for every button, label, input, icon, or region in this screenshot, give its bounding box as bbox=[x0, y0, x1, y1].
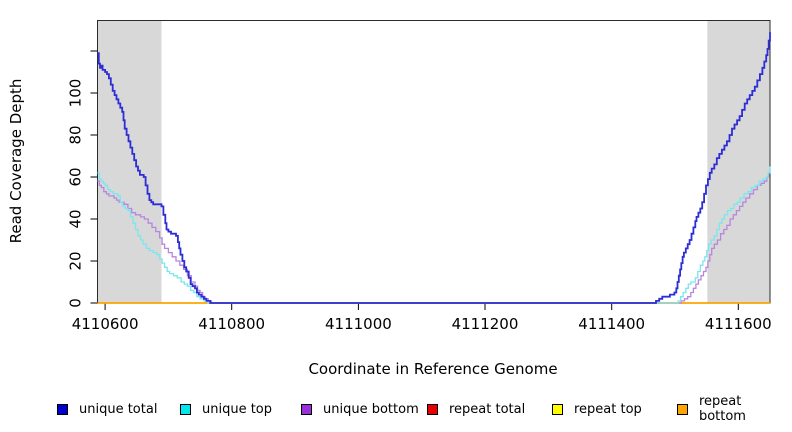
y-tick-label: 40 bbox=[67, 209, 85, 228]
legend-item-repeat-total: repeat total bbox=[427, 399, 525, 419]
x-tick-label: 4111200 bbox=[452, 315, 519, 333]
legend-label: unique total bbox=[79, 401, 158, 417]
legend-label: unique top bbox=[202, 401, 273, 417]
series-unique-total-line bbox=[97, 32, 771, 304]
x-tick-label: 4110800 bbox=[198, 315, 265, 333]
shaded-region bbox=[707, 20, 770, 303]
legend-item-unique-total: unique total bbox=[57, 399, 157, 419]
legend-swatch-unique-bottom bbox=[301, 403, 312, 415]
legend: unique total unique top unique bottom repea… bbox=[0, 394, 792, 424]
y-tick-label: 60 bbox=[67, 167, 85, 186]
shaded-region bbox=[97, 20, 162, 303]
plot-border bbox=[97, 20, 771, 304]
legend-item-unique-bottom: unique bottom bbox=[301, 399, 419, 419]
legend-swatch-unique-total bbox=[57, 403, 68, 415]
legend-swatch-repeat-total bbox=[427, 403, 438, 415]
legend-swatch-repeat-bottom bbox=[677, 403, 688, 415]
legend-label: repeat total bbox=[449, 401, 526, 417]
legend-item-repeat-top: repeat top bbox=[552, 399, 642, 419]
legend-swatch-unique-top bbox=[180, 403, 191, 415]
legend-label: repeat top bbox=[574, 401, 642, 417]
x-tick-label: 4110600 bbox=[72, 315, 139, 333]
y-tick-label: 100 bbox=[67, 79, 85, 108]
x-tick-label: 4111600 bbox=[705, 315, 772, 333]
legend-item-unique-top: unique top bbox=[180, 399, 272, 419]
legend-item-repeat-bottom: repeat bottom bbox=[677, 394, 792, 424]
y-tick-label: 80 bbox=[67, 125, 85, 144]
x-axis-title: Coordinate in Reference Genome bbox=[308, 360, 558, 378]
y-axis-title: Read Coverage Depth bbox=[7, 78, 25, 244]
legend-label: repeat bottom bbox=[698, 394, 746, 424]
y-tick-label: 0 bbox=[67, 298, 85, 308]
series-unique-top-line bbox=[97, 166, 771, 304]
x-tick-label: 4111000 bbox=[325, 315, 392, 333]
legend-label: unique bottom bbox=[323, 401, 419, 417]
legend-swatch-repeat-top bbox=[552, 403, 563, 415]
y-tick-label: 20 bbox=[67, 251, 85, 270]
series-unique-bottom-line bbox=[97, 168, 771, 304]
x-tick-label: 4111400 bbox=[578, 315, 645, 333]
